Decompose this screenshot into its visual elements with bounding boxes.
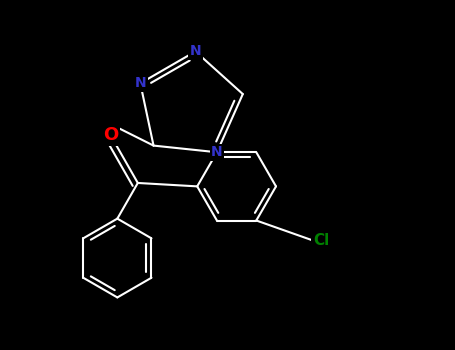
Text: O: O (103, 126, 118, 144)
Text: N: N (211, 145, 222, 159)
Text: N: N (135, 76, 146, 90)
Text: Cl: Cl (313, 233, 329, 248)
Text: N: N (190, 44, 201, 58)
